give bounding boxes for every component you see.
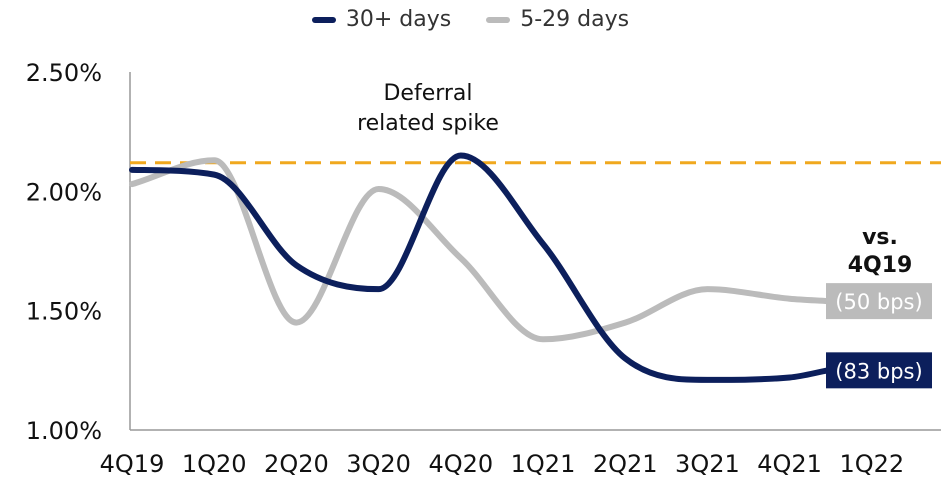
comparison-badge [826,352,932,389]
legend-swatch-30-plus [311,16,336,23]
x-tick-label: 4Q19 [100,450,165,478]
series-line-5-29-days [129,157,831,343]
comparison-title: 4Q19 [848,253,913,278]
x-tick-label: 1Q22 [839,450,904,478]
y-tick-label: 1.00% [26,417,102,445]
annotation-group: Deferral related spike [357,81,499,136]
legend-label-5-29: 5-29 days [520,6,630,32]
x-tick-label: 4Q21 [757,450,822,478]
annotation-line: related spike [357,111,499,136]
x-tick-label: 2Q21 [593,450,658,478]
comparison-group: vs. 4Q19 (50 bps) (83 bps) [826,225,932,389]
chart-axes: 1.00% 1.50% 2.00% 2.50% 4Q19 1Q20 2Q20 3Q20 4Q20… [26,59,941,478]
y-tick-label: 2.50% [26,59,102,87]
series-group [129,152,831,383]
legend-item-5-29: 5-29 days [486,7,629,32]
legend-swatch-5-29 [486,16,511,23]
legend-label-30-plus: 30+ days [345,6,452,32]
chart-legend: 30+ days 5-29 days [0,6,941,32]
comparison-badge-text: (50 bps) [835,290,922,314]
x-tick-label: 1Q20 [182,450,247,478]
x-tick-label: 4Q20 [428,450,493,478]
y-tick-label: 1.50% [26,298,102,326]
x-tick-label: 1Q21 [511,450,576,478]
comparison-title: vs. [862,225,898,250]
annotation-line: Deferral [383,81,472,106]
series-line-30-plus-days [129,152,831,383]
comparison-badge-text: (83 bps) [835,359,922,383]
x-tick-label: 3Q20 [346,450,411,478]
x-tick-label: 3Q21 [675,450,740,478]
comparison-badge [826,283,932,320]
y-tick-label: 2.00% [26,178,102,206]
legend-item-30-plus: 30+ days [311,6,452,32]
x-tick-label: 2Q20 [264,450,329,478]
